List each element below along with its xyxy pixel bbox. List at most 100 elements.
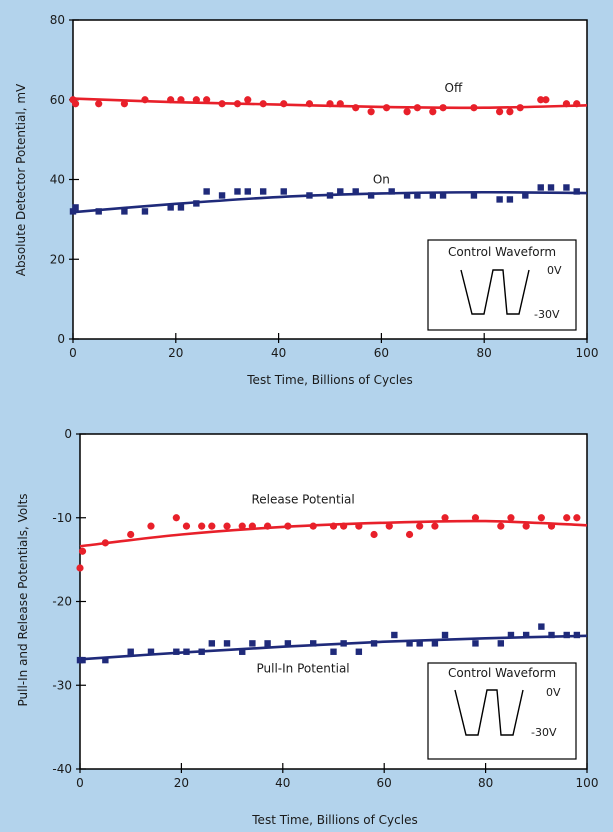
chart1-off-point xyxy=(203,96,211,104)
chart1-on-point xyxy=(306,192,313,199)
chart1-on-point xyxy=(72,204,79,211)
chart1-on-point xyxy=(193,200,200,207)
chart1-on-point xyxy=(573,188,580,195)
chart2-x-tick-label: 0 xyxy=(76,776,84,790)
chart2-pull-in-potential-point xyxy=(406,640,413,647)
chart1-x-axis-label: Test Time, Billions of Cycles xyxy=(246,373,412,387)
chart2-release-potential-point xyxy=(522,522,530,530)
chart1-on-point xyxy=(141,208,149,215)
chart1-off-point xyxy=(336,100,344,108)
chart1-off-point xyxy=(439,104,447,112)
chart1-off-point xyxy=(496,108,504,116)
chart1-y-tick-label: 40 xyxy=(50,173,65,187)
chart2-release-potential-point xyxy=(431,522,439,530)
chart1-on-point xyxy=(563,184,570,191)
chart1-on-point xyxy=(522,192,529,199)
chart2-release-potential-point xyxy=(309,522,317,530)
chart1-on-point xyxy=(506,196,514,203)
chart2-release-potential-point xyxy=(182,522,191,530)
chart2-pull-in-potential-point xyxy=(79,656,86,664)
chart2-pull-in-potential-point xyxy=(497,640,505,647)
chart1-x-tick-label: 20 xyxy=(168,346,183,360)
chart1-on-point xyxy=(326,192,334,199)
chart2-y-tick-label: -20 xyxy=(52,595,72,609)
chart1-off-point xyxy=(542,96,550,104)
chart1-x-tick-label: 80 xyxy=(477,346,492,360)
chart2-release-potential-point xyxy=(127,530,135,539)
chart1-off-point xyxy=(537,96,545,104)
chart2-y-axis-label: Pull-In and Release Potentials, Volts xyxy=(16,493,30,706)
chart1-on-point xyxy=(95,208,102,215)
chart2-pull-in-potential-point xyxy=(310,640,317,647)
chart1-on-point xyxy=(352,188,359,195)
chart1-ticks: 0 20 40 60 80 100 0 20 40 60 80 xyxy=(50,13,599,360)
chart2-pull-in-potential-point xyxy=(147,648,155,655)
chart2-pull-in-potential-point xyxy=(355,648,363,655)
chart1-y-axis-label: Absolute Detector Potential, mV xyxy=(14,83,28,276)
chart2-inset-0v-label: 0V xyxy=(546,686,561,699)
chart1-off-point xyxy=(367,108,375,116)
chart1-on-point xyxy=(259,188,267,195)
chart2-release-potential-point xyxy=(537,514,545,522)
chart2-pull-in-potential-point xyxy=(507,631,515,639)
chart1-off-point xyxy=(562,100,571,108)
chart1-inset-title: Control Waveform xyxy=(448,245,556,259)
chart2-y-tick-label: 0 xyxy=(64,427,72,441)
chart2-release-potential-point xyxy=(223,522,231,530)
chart1-off-point xyxy=(141,96,149,104)
pullin-release-chart: 0 20 40 60 80 100 0 -10 -20 -30 -40 Release Potent… xyxy=(16,427,598,827)
chart1-on-point xyxy=(203,188,210,195)
chart2-x-tick-label: 20 xyxy=(174,776,189,790)
chart1-on-point xyxy=(403,192,411,199)
chart2-release-potential-label: Release Potential xyxy=(251,493,354,507)
chart2-release-potential-point xyxy=(329,522,338,530)
chart2-x-tick-label: 60 xyxy=(377,776,392,790)
chart2-release-potential-point xyxy=(416,522,424,530)
chart2-pull-in-potential-trend-line xyxy=(79,634,588,661)
chart2-release-potential-point xyxy=(441,514,449,522)
chart2-y-tick-label: -10 xyxy=(52,511,72,525)
chart2-pull-in-potential-point xyxy=(472,640,479,647)
chart1-off-point xyxy=(280,100,288,108)
chart1-inset-box xyxy=(427,239,577,331)
chart1-y-tick-label: 20 xyxy=(50,252,65,266)
chart2-x-axis-label: Test Time, Billions of Cycles xyxy=(251,813,417,827)
chart1-waveform-inset: Control Waveform 0V -30V xyxy=(427,239,577,331)
chart2-pull-in-potential-point xyxy=(563,631,570,639)
chart2-pull-in-potential-point xyxy=(522,631,530,639)
chart1-off-point xyxy=(244,96,252,104)
chart1-off-point xyxy=(95,100,103,108)
chart1-x-tick-label: 0 xyxy=(69,346,77,360)
chart1-on-point xyxy=(69,208,77,215)
chart1-on-point xyxy=(337,188,344,195)
chart1-off-point xyxy=(470,104,478,112)
chart1-off-point xyxy=(429,108,437,116)
chart2-release-potential-point xyxy=(340,522,348,530)
chart1-on-point xyxy=(167,204,174,211)
chart2-pull-in-potential-point xyxy=(391,631,398,639)
chart2-pull-in-potential-point xyxy=(284,640,292,647)
chart1-on-point xyxy=(496,196,503,203)
chart1-on-point xyxy=(414,192,421,199)
chart1-off-point xyxy=(506,108,514,116)
chart1-on-point xyxy=(244,188,251,195)
chart1-off-point xyxy=(516,104,524,112)
chart1-x-tick-label: 40 xyxy=(271,346,286,360)
chart1-on-point xyxy=(177,204,185,211)
chart1-annotations: Off On xyxy=(373,81,463,187)
chart2-release-potential-point xyxy=(547,522,556,530)
chart2-pull-in-potential-point xyxy=(330,648,337,655)
chart1-on-point xyxy=(470,192,478,199)
chart2-release-potential-point xyxy=(573,514,581,522)
chart1-on-point xyxy=(121,208,128,215)
chart2-pull-in-potential-point xyxy=(102,656,109,664)
chart1-off-point xyxy=(71,100,80,108)
chart2-pull-in-potential-point xyxy=(223,640,231,647)
chart2-pull-in-potential-point xyxy=(573,631,581,639)
chart2-pull-in-potential-point xyxy=(548,631,555,639)
chart2-pull-in-potential-point xyxy=(183,648,190,655)
chart2-release-potential-point xyxy=(355,522,363,530)
chart2-pull-in-potential-point xyxy=(127,648,134,655)
chart2-pull-in-potential-point xyxy=(538,623,545,630)
